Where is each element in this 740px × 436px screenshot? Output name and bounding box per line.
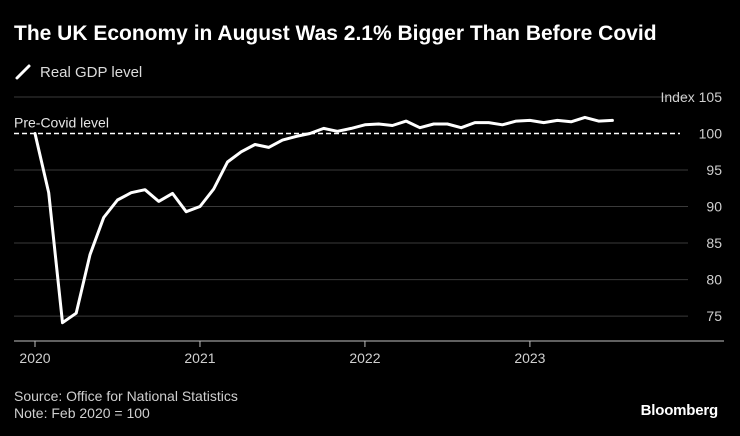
data-point-28 [419,127,421,129]
data-point-5 [103,216,105,218]
data-point-29 [433,123,435,125]
data-point-42 [611,119,613,121]
data-point-34 [501,124,503,126]
data-point-23 [350,127,352,129]
y-tick-label-80: 80 [706,272,722,288]
data-point-30 [446,123,448,125]
data-point-11 [185,211,187,213]
footnote: Note: Feb 2020 = 100 [14,405,150,421]
data-point-35 [515,120,517,122]
data-point-25 [378,123,380,125]
source-note: Source: Office for National Statistics [14,388,238,404]
data-point-13 [213,188,215,190]
data-point-27 [405,120,407,122]
data-point-38 [556,119,558,121]
data-point-39 [570,121,572,123]
data-point-26 [391,124,393,126]
data-point-10 [171,192,173,194]
data-point-6 [116,199,118,201]
y-tick-label-90: 90 [706,199,722,215]
data-point-22 [336,130,338,132]
series-line-real-gdp [33,115,614,325]
data-point-14 [226,161,228,163]
y-tick-label-100: 100 [699,126,723,142]
data-point-17 [268,146,270,148]
pre-covid-label: Pre-Covid level [14,115,109,131]
data-point-18 [281,139,283,141]
y-tick-label-95: 95 [706,162,722,178]
chart-title: The UK Economy in August Was 2.1% Bigger… [14,22,657,45]
x-tick-label-2023: 2023 [514,350,545,366]
data-point-4 [89,254,91,256]
data-point-15 [240,151,242,153]
x-tick-label-2022: 2022 [349,350,380,366]
data-point-40 [584,116,586,118]
legend-label-real-gdp: Real GDP level [40,63,143,81]
data-point-20 [309,132,311,134]
y-tick-label-75: 75 [706,308,722,324]
data-point-1 [48,192,50,194]
data-point-33 [488,121,490,123]
data-point-31 [460,127,462,129]
data-point-16 [254,143,256,145]
data-point-36 [529,119,531,121]
data-point-12 [199,205,201,207]
legend: Real GDP level [14,62,142,82]
y-axis: 75 80 85 90 95 100 [699,126,723,325]
data-point-0 [34,132,36,134]
gridlines [14,96,688,317]
x-axis: 2020 2021 2022 2023 [19,341,546,366]
data-point-8 [144,189,146,191]
x-tick-label-2021: 2021 [184,350,215,366]
x-tick-label-2020: 2020 [19,350,50,366]
data-point-24 [364,124,366,126]
diagonal-line-icon [15,64,31,80]
y-tick-label-85: 85 [706,235,722,251]
series-layer [33,115,614,325]
data-point-9 [158,200,160,202]
y-axis-unit-label: Index 105 [661,89,723,105]
data-point-19 [295,135,297,137]
data-point-21 [323,127,325,129]
data-point-7 [130,192,132,194]
data-point-3 [75,312,77,314]
data-point-37 [543,121,545,123]
data-point-2 [61,322,63,324]
data-point-41 [597,120,599,122]
bloomberg-logo: Bloomberg [640,402,719,419]
data-point-32 [474,121,476,123]
